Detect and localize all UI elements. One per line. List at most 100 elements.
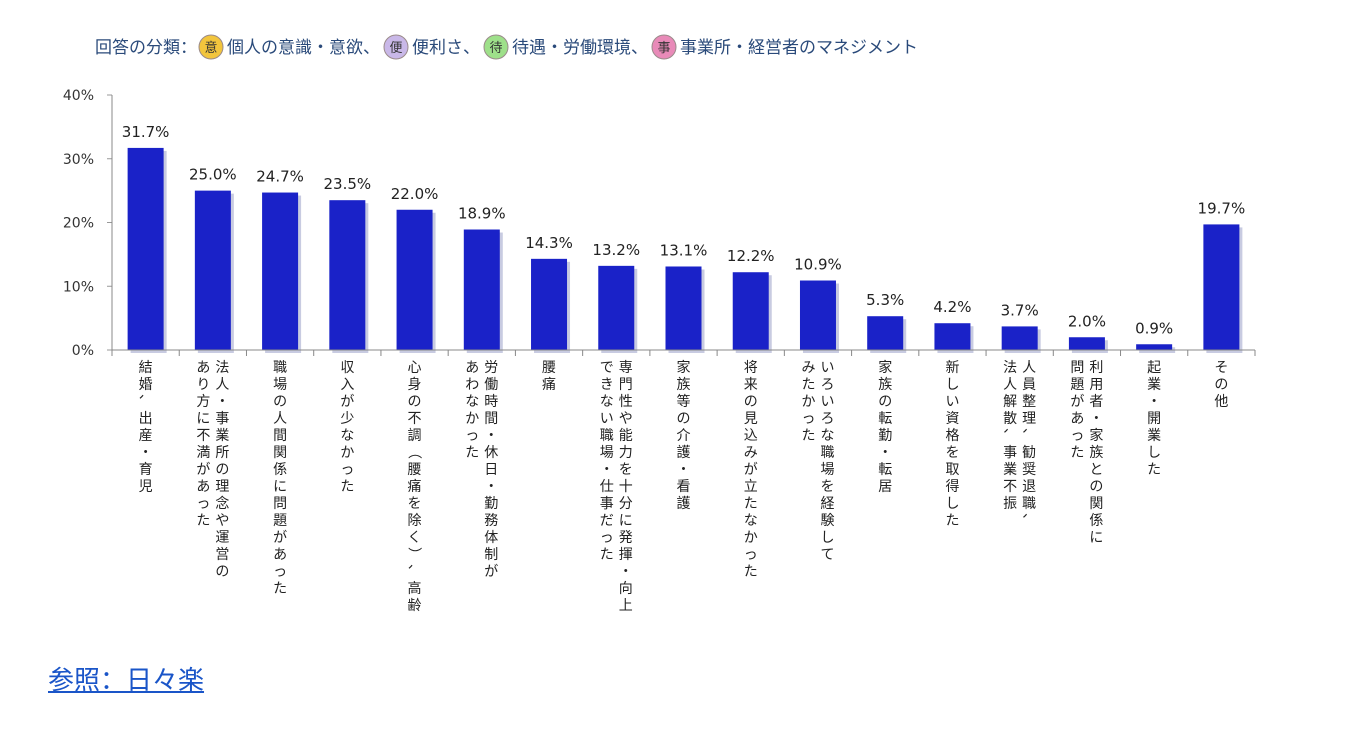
value-labels: 31.7% 25.0% 24.7% 23.5% 22.0% 18.9% 14.3% 13.2%… — [122, 123, 1245, 337]
gridlines — [107, 94, 112, 351]
category-label-char: 整 — [1022, 394, 1036, 410]
category-label-char: 解 — [1003, 394, 1017, 410]
category-label-char: 能 — [619, 428, 633, 444]
category-label-char: た — [465, 445, 479, 461]
category-label-char: な — [820, 428, 834, 444]
category-label-char: で — [600, 360, 614, 376]
category-label-char: た — [1070, 445, 1084, 461]
value-label: 3.7% — [1001, 301, 1039, 319]
category-label-char: 業 — [1147, 377, 1161, 393]
category-label-char: 者 — [1089, 394, 1103, 410]
category-label-char: た — [273, 581, 287, 597]
category-label-char: 護 — [677, 496, 691, 512]
category-label-char: 理 — [1022, 411, 1036, 427]
value-label: 13.1% — [660, 241, 708, 259]
value-label: 23.5% — [323, 175, 371, 193]
category-label-char: 満 — [196, 445, 210, 461]
category-label-char: 十 — [619, 479, 633, 495]
category-label-char: に — [196, 411, 210, 427]
category-label-char: 職 — [273, 360, 287, 376]
category-label-char: 用 — [1089, 377, 1103, 393]
legend-badge-circle — [483, 34, 509, 60]
category-label-char: り — [196, 377, 210, 393]
category-label-char: 勤 — [484, 496, 498, 512]
category-label-char: 看 — [677, 479, 691, 495]
category-label-char: の — [1214, 377, 1228, 393]
category-label-char: か — [340, 445, 354, 461]
category-label-char: 格 — [945, 428, 959, 444]
legend-badge-circle — [383, 34, 409, 60]
category-label-char: 高 — [408, 580, 422, 597]
category-label-char: 法 — [215, 360, 229, 376]
category-label-char: の — [273, 394, 287, 410]
category-label-char: 勤 — [878, 428, 892, 444]
category-label-char: 、 — [406, 564, 422, 578]
category-label-char: た — [945, 513, 959, 529]
category-label-char: く — [408, 530, 422, 546]
category-label-char: や — [215, 513, 229, 529]
category-label-char: た — [600, 547, 614, 563]
category-label-char: 間 — [273, 428, 287, 444]
value-label: 0.9% — [1135, 319, 1173, 337]
value-label: 19.7% — [1198, 199, 1246, 217]
category-label-char: 揮 — [619, 547, 633, 563]
category-label-char: あ — [196, 479, 210, 495]
category-label-char: な — [340, 428, 354, 444]
bar — [1136, 344, 1173, 350]
y-axis-ticks: 0% 10% 20% 30% 40% — [63, 88, 94, 359]
category-label-char: ・ — [677, 462, 691, 478]
category-label-char: 関 — [273, 445, 287, 461]
category-label-char: 人 — [1003, 377, 1017, 393]
category-label-char: 痛 — [542, 376, 556, 393]
category-label-char: っ — [196, 496, 210, 512]
category-label-char: し — [820, 530, 834, 546]
category-label-char: を — [408, 496, 422, 512]
category-label-char: し — [945, 496, 959, 512]
legend-item-label: 事業所・経営者のマネジメント — [680, 38, 918, 58]
category-label-char: ・ — [619, 564, 633, 580]
value-label: 25.0% — [189, 166, 237, 184]
category-label-char: と — [1089, 462, 1103, 478]
category-label-char: の — [408, 394, 422, 410]
category-label-char: 家 — [1089, 427, 1103, 444]
bar — [531, 258, 568, 350]
bar — [867, 316, 904, 350]
bar — [463, 229, 500, 350]
category-label-char: た — [744, 564, 758, 580]
category-label-char: 営 — [215, 547, 229, 563]
category-label-char: や — [619, 411, 633, 427]
category-label-char: 心 — [408, 360, 422, 376]
category-label-char: 入 — [340, 377, 354, 393]
category-label-char: そ — [1214, 360, 1228, 376]
category-label-char: 体 — [484, 530, 498, 546]
category-label-char: な — [465, 394, 479, 410]
category-label-char: 護 — [677, 445, 691, 461]
category-label-char: な — [600, 394, 614, 410]
category-label-char: 験 — [820, 513, 834, 529]
category-label-char: 介 — [677, 428, 691, 444]
reference-link[interactable]: 参照：日々楽 — [48, 666, 205, 696]
y-tick-label: 0% — [72, 343, 94, 359]
category-label-char: が — [744, 462, 758, 478]
value-label: 22.0% — [391, 185, 439, 203]
category-label-char: た — [196, 513, 210, 529]
category-label-char: 少 — [340, 411, 354, 427]
category-label-char: 力 — [619, 445, 633, 461]
category-label-char: 法 — [1003, 360, 1017, 376]
category-label-char: 起 — [1147, 360, 1161, 376]
bars — [127, 147, 1243, 353]
category-label-char: 人 — [273, 411, 287, 427]
category-label-char: 資 — [945, 411, 959, 427]
category-label-char: っ — [273, 564, 287, 580]
category-label-char: 齢 — [408, 598, 422, 614]
legend: 回答の分類： 意個人の意識・意欲、便便利さ、待待遇・労働環境、事事業所・経営者のマ… — [95, 34, 918, 60]
category-label-char: 業 — [1003, 462, 1017, 478]
bar — [127, 147, 164, 350]
category-label-char: 問 — [273, 496, 287, 512]
value-label: 13.2% — [592, 241, 640, 259]
category-label-char: 、 — [137, 394, 153, 408]
bar — [396, 209, 433, 350]
category-label-char: 将 — [744, 360, 758, 376]
category-label-char: 員 — [1022, 377, 1036, 393]
category-label-char: が — [273, 530, 287, 546]
